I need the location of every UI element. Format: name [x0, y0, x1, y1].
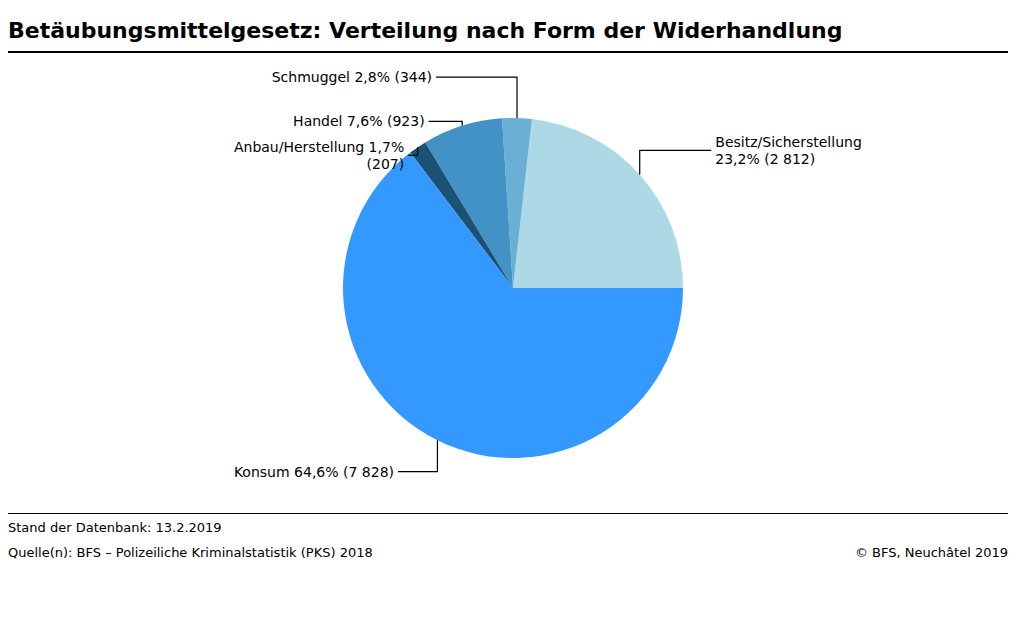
svg-text:Konsum 64,6% (7 828): Konsum 64,6% (7 828)	[234, 464, 394, 480]
svg-text:Schmuggel 2,8% (344): Schmuggel 2,8% (344)	[272, 69, 432, 85]
svg-text:Handel 7,6% (923): Handel 7,6% (923)	[293, 113, 424, 129]
svg-text:Anbau/Herstellung 1,7%(207): Anbau/Herstellung 1,7%(207)	[234, 139, 404, 172]
html-text:Betäubungsmittelgesetz: Vertei: Betäubungsmittelgesetz: Verteilung nach …	[8, 18, 843, 43]
html-text:Stand der Datenbank: 13.2.2019: Stand der Datenbank: 13.2.2019	[8, 520, 222, 535]
html-text:Quelle(n): BFS – Polizeiliche: Quelle(n): BFS – Polizeiliche Kriminalst…	[8, 545, 373, 560]
svg-text:Besitz/Sicherstellung23,2% (2: Besitz/Sicherstellung23,2% (2 812)	[715, 134, 861, 167]
html-text:© BFS, Neuchâtel 2019: © BFS, Neuchâtel 2019	[854, 545, 1008, 560]
